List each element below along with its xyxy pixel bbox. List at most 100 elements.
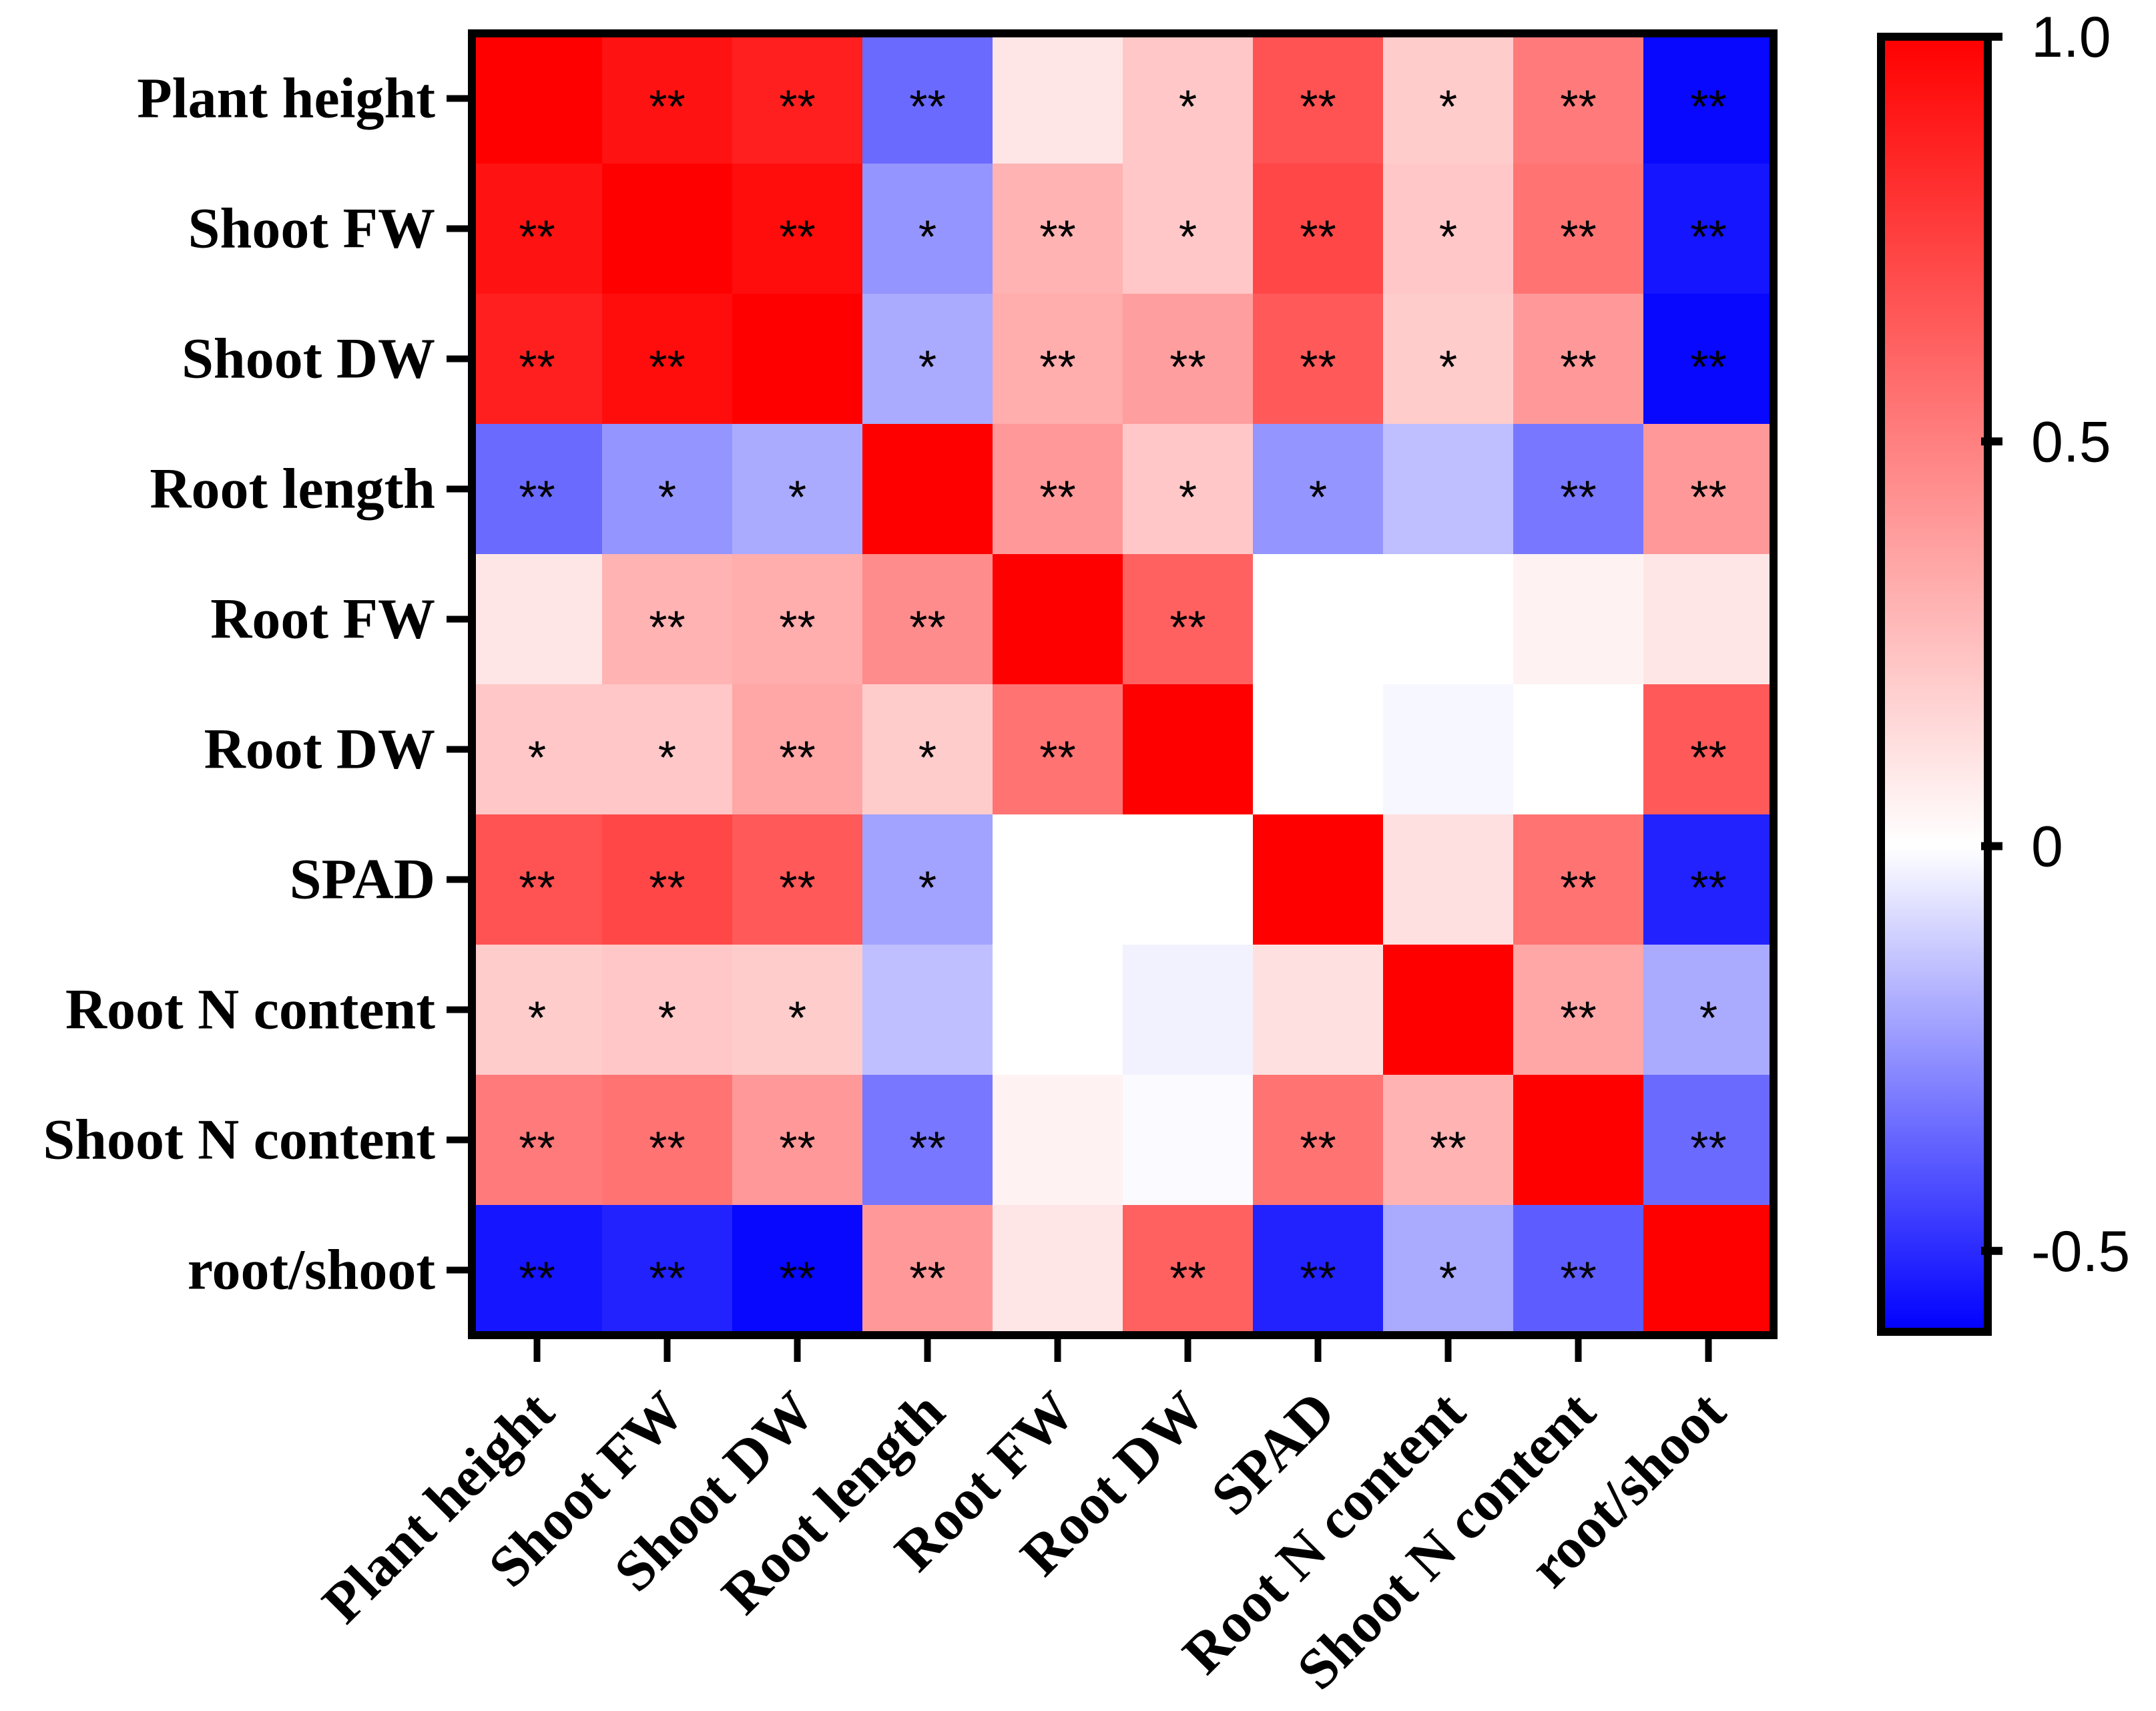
significance-shoot-fw-root-length: * — [918, 211, 936, 263]
significance-root-dw-root-length: * — [918, 732, 936, 784]
significance-markers: ** ** ** * ** * ** **** ** * ** * ** * ** **** ** * ** ** **… — [519, 81, 1726, 1304]
significance-plant-height-shoot-fw: ** — [649, 81, 685, 133]
cell-plant-height-root-dw — [1123, 33, 1254, 164]
significance-root-shoot-root-dw: ** — [1169, 1252, 1205, 1304]
cell-spad-shoot-dw — [732, 814, 863, 945]
significance-plant-height-root-n-content: * — [1439, 81, 1457, 133]
significance-root-shoot-plant-height: ** — [519, 1252, 555, 1304]
cell-root-n-content-root-n-content — [1383, 945, 1514, 1075]
significance-shoot-n-content-root-length: ** — [909, 1122, 945, 1174]
cell-root-n-content-shoot-fw — [602, 945, 733, 1075]
significance-shoot-n-content-spad: ** — [1300, 1122, 1336, 1174]
row-label-shoot-n-content: Shoot N content — [43, 1108, 435, 1172]
significance-root-n-content-root-shoot: * — [1699, 992, 1717, 1044]
cell-root-n-content-root-dw — [1123, 945, 1254, 1075]
cell-root-dw-root-n-content — [1383, 684, 1514, 815]
cell-root-dw-shoot-dw — [732, 684, 863, 815]
cell-spad-root-shoot — [1643, 814, 1774, 945]
cell-spad-root-length — [862, 814, 993, 945]
significance-root-length-root-fw: ** — [1039, 471, 1075, 523]
cell-shoot-n-content-spad — [1253, 1075, 1384, 1206]
cell-shoot-n-content-root-n-content — [1383, 1075, 1514, 1206]
significance-root-length-shoot-dw: * — [788, 471, 806, 523]
significance-root-shoot-shoot-dw: ** — [779, 1252, 815, 1304]
significance-root-length-shoot-n-content: ** — [1560, 471, 1596, 523]
cell-root-n-content-shoot-dw — [732, 945, 863, 1075]
cell-shoot-dw-spad — [1253, 294, 1384, 425]
cell-shoot-fw-shoot-n-content — [1513, 164, 1644, 294]
significance-root-fw-root-length: ** — [909, 601, 945, 654]
cell-shoot-n-content-shoot-dw — [732, 1075, 863, 1206]
colorbar-frame — [1877, 33, 1992, 1336]
colorbar-tick-label: 1.0 — [2031, 5, 2111, 69]
significance-shoot-n-content-root-shoot: ** — [1690, 1122, 1726, 1174]
cell-root-n-content-root-fw — [993, 945, 1123, 1075]
cell-shoot-n-content-root-fw — [993, 1075, 1123, 1206]
significance-spad-plant-height: ** — [519, 862, 555, 914]
cell-shoot-n-content-shoot-n-content — [1513, 1075, 1644, 1206]
significance-root-dw-shoot-dw: ** — [779, 732, 815, 784]
significance-spad-root-length: * — [918, 862, 936, 914]
cell-root-n-content-root-shoot — [1643, 945, 1774, 1075]
significance-root-shoot-root-length: ** — [909, 1252, 945, 1304]
cell-shoot-fw-spad — [1253, 164, 1384, 294]
cell-root-dw-shoot-fw — [602, 684, 733, 815]
significance-shoot-dw-plant-height: ** — [519, 341, 555, 393]
row-label-spad: SPAD — [290, 847, 435, 911]
cell-root-length-spad — [1253, 424, 1384, 555]
cell-spad-shoot-fw — [602, 814, 733, 945]
cell-root-dw-root-length — [862, 684, 993, 815]
row-axis: Plant height Shoot FW Shoot DW Root length R… — [43, 66, 472, 1302]
cell-shoot-dw-root-length — [862, 294, 993, 425]
significance-spad-shoot-dw: ** — [779, 862, 815, 914]
significance-plant-height-root-length: ** — [909, 81, 945, 133]
cell-root-shoot-root-length — [862, 1205, 993, 1336]
significance-plant-height-shoot-dw: ** — [779, 81, 815, 133]
significance-root-dw-root-fw: ** — [1039, 732, 1075, 784]
cell-shoot-n-content-root-length — [862, 1075, 993, 1206]
cell-root-fw-spad — [1253, 554, 1384, 685]
cell-root-dw-root-shoot — [1643, 684, 1774, 815]
significance-root-shoot-root-n-content: * — [1439, 1252, 1457, 1304]
cell-root-shoot-root-n-content — [1383, 1205, 1514, 1336]
significance-plant-height-shoot-n-content: ** — [1560, 81, 1596, 133]
significance-plant-height-root-dw: * — [1179, 81, 1197, 133]
significance-shoot-fw-root-dw: * — [1179, 211, 1197, 263]
significance-spad-shoot-fw: ** — [649, 862, 685, 914]
cell-spad-shoot-n-content — [1513, 814, 1644, 945]
cell-root-length-root-fw — [993, 424, 1123, 555]
significance-root-shoot-shoot-fw: ** — [649, 1252, 685, 1304]
significance-shoot-fw-shoot-dw: ** — [779, 211, 815, 263]
significance-shoot-n-content-root-n-content: ** — [1430, 1122, 1466, 1174]
significance-root-length-shoot-fw: * — [658, 471, 676, 523]
cell-shoot-dw-plant-height — [472, 294, 603, 425]
significance-root-shoot-spad: ** — [1300, 1252, 1336, 1304]
cell-root-dw-shoot-n-content — [1513, 684, 1644, 815]
cell-root-shoot-shoot-dw — [732, 1205, 863, 1336]
significance-root-n-content-shoot-n-content: ** — [1560, 992, 1596, 1044]
cell-root-length-plant-height — [472, 424, 603, 555]
significance-spad-root-shoot: ** — [1690, 862, 1726, 914]
cell-shoot-fw-shoot-dw — [732, 164, 863, 294]
cell-root-fw-shoot-fw — [602, 554, 733, 685]
cell-root-fw-plant-height — [472, 554, 603, 685]
significance-root-dw-shoot-fw: * — [658, 732, 676, 784]
cell-root-fw-root-fw — [993, 554, 1123, 685]
significance-root-fw-shoot-dw: ** — [779, 601, 815, 654]
cell-root-dw-root-fw — [993, 684, 1123, 815]
cell-plant-height-spad — [1253, 33, 1384, 164]
significance-shoot-dw-shoot-n-content: ** — [1560, 341, 1596, 393]
significance-root-fw-shoot-fw: ** — [649, 601, 685, 654]
colorbar-tick-label: -0.5 — [2031, 1220, 2130, 1284]
significance-shoot-n-content-plant-height: ** — [519, 1122, 555, 1174]
cell-shoot-dw-root-shoot — [1643, 294, 1774, 425]
significance-root-n-content-plant-height: * — [528, 992, 546, 1044]
heatmap-cells — [472, 33, 1774, 1336]
cell-shoot-n-content-root-shoot — [1643, 1075, 1774, 1206]
significance-shoot-fw-shoot-n-content: ** — [1560, 211, 1596, 263]
cell-shoot-dw-shoot-n-content — [1513, 294, 1644, 425]
cell-plant-height-shoot-n-content — [1513, 33, 1644, 164]
cell-shoot-n-content-root-dw — [1123, 1075, 1254, 1206]
significance-shoot-n-content-shoot-dw: ** — [779, 1122, 815, 1174]
significance-shoot-fw-root-shoot: ** — [1690, 211, 1726, 263]
